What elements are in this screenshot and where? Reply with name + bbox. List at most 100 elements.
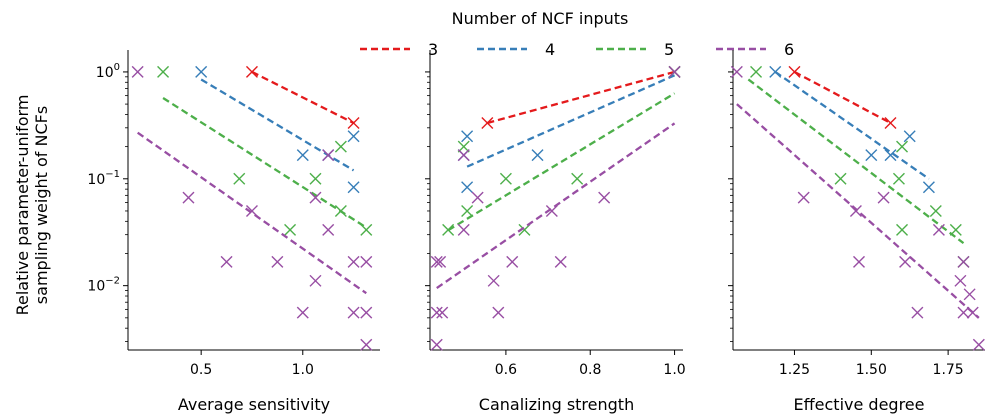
- data-point: [554, 255, 567, 268]
- data-point-stroke: [461, 204, 474, 217]
- fit-line: [747, 78, 965, 245]
- data-point: [434, 255, 447, 268]
- data-point: [972, 338, 985, 351]
- data-point: [730, 65, 743, 78]
- data-point: [966, 306, 979, 319]
- data-point: [360, 223, 373, 236]
- data-point: [506, 255, 519, 268]
- data-point: [892, 172, 905, 185]
- data-point: [896, 140, 909, 153]
- data-point: [949, 223, 962, 236]
- data-point: [347, 306, 360, 319]
- data-point-stroke: [322, 149, 335, 162]
- data-point: [788, 65, 801, 78]
- data-point-stroke: [957, 306, 970, 319]
- data-point-stroke: [245, 65, 258, 78]
- data-point-stroke: [471, 191, 484, 204]
- data-point: [457, 223, 470, 236]
- data-point-stroke: [957, 255, 970, 268]
- x-tick-label: 0.6: [495, 362, 517, 378]
- data-point-stroke: [896, 140, 909, 153]
- data-point: [233, 172, 246, 185]
- data-point-stroke: [884, 116, 897, 129]
- data-point: [322, 223, 335, 236]
- series-5: [442, 65, 681, 236]
- x-tick-label: 0.8: [579, 362, 601, 378]
- data-point-stroke: [322, 223, 335, 236]
- data-point: [865, 149, 878, 162]
- data-point: [220, 255, 233, 268]
- x-tick-label: 1.50: [856, 362, 887, 378]
- data-point: [571, 172, 584, 185]
- data-point: [442, 223, 455, 236]
- data-point: [347, 130, 360, 143]
- data-point: [932, 223, 945, 236]
- data-point: [245, 204, 258, 217]
- panel-1: 100 10−1 10−2 0.5 1.0 Average sensitivity: [87, 50, 380, 414]
- data-point-stroke: [899, 255, 912, 268]
- data-point-stroke: [531, 149, 544, 162]
- data-point: [499, 172, 512, 185]
- data-point: [545, 204, 558, 217]
- data-point: [430, 338, 443, 351]
- data-point-stroke: [481, 116, 494, 129]
- legend-item-6: 6: [716, 40, 794, 59]
- data-point: [245, 65, 258, 78]
- data-point: [309, 191, 322, 204]
- legend-title: Number of NCF inputs: [452, 9, 629, 28]
- data-point-stroke: [457, 223, 470, 236]
- data-point: [360, 338, 373, 351]
- data-point-stroke: [309, 274, 322, 287]
- data-point: [668, 65, 681, 78]
- data-point: [347, 181, 360, 194]
- data-point-stroke: [896, 223, 909, 236]
- data-point: [271, 255, 284, 268]
- data-point: [954, 274, 967, 287]
- data-point: [957, 306, 970, 319]
- data-point-stroke: [347, 116, 360, 129]
- data-point: [347, 255, 360, 268]
- data-point: [911, 306, 924, 319]
- series-4: [769, 65, 935, 194]
- data-point: [884, 116, 897, 129]
- data-point: [929, 204, 942, 217]
- data-point-stroke: [430, 255, 443, 268]
- data-point-stroke: [182, 191, 195, 204]
- data-point-stroke: [966, 306, 979, 319]
- data-point: [899, 255, 912, 268]
- data-point: [481, 116, 494, 129]
- data-point-stroke: [949, 223, 962, 236]
- x-tick-label: 1.25: [779, 362, 810, 378]
- data-point-stroke: [571, 172, 584, 185]
- data-point: [347, 116, 360, 129]
- fit-line: [436, 122, 676, 289]
- x-tick-label: 1.0: [292, 362, 314, 378]
- data-point: [884, 149, 897, 162]
- fit-line: [466, 74, 676, 168]
- data-point-stroke: [347, 130, 360, 143]
- series-3: [245, 65, 360, 129]
- data-point-stroke: [360, 223, 373, 236]
- data-point-stroke: [972, 338, 985, 351]
- data-point: [309, 172, 322, 185]
- data-point-stroke: [360, 306, 373, 319]
- data-point-stroke: [598, 191, 611, 204]
- data-point: [492, 306, 505, 319]
- series-3: [481, 65, 681, 129]
- data-point: [296, 149, 309, 162]
- data-point: [360, 306, 373, 319]
- data-point-stroke: [884, 149, 897, 162]
- data-point: [877, 191, 890, 204]
- y-axis-title-line-2: sampling weight of NCFs: [32, 106, 51, 304]
- data-point: [309, 274, 322, 287]
- data-point: [963, 288, 976, 301]
- fit-line: [774, 70, 930, 180]
- data-point-stroke: [360, 255, 373, 268]
- legend-item-3: 3: [360, 40, 438, 59]
- data-point: [853, 255, 865, 268]
- data-point-stroke: [668, 65, 681, 78]
- data-point-stroke: [834, 172, 847, 185]
- data-point: [430, 255, 443, 268]
